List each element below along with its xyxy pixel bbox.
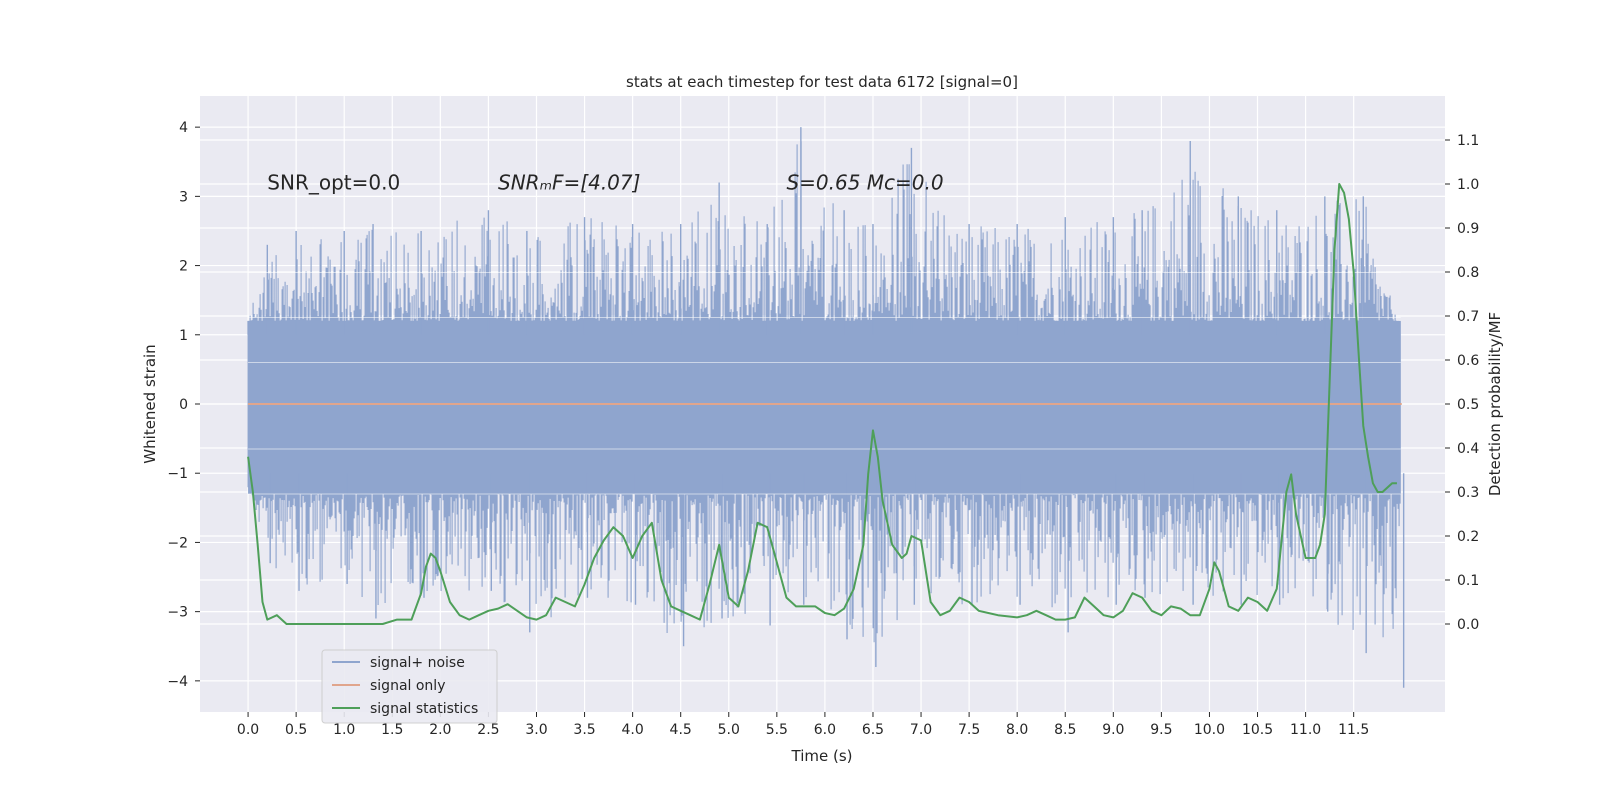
y-tick-label: −2 <box>167 535 188 551</box>
x-axis-label: Time (s) <box>791 747 853 765</box>
x-tick-label: 6.0 <box>814 722 836 738</box>
y2-tick-label: 0.6 <box>1457 353 1479 369</box>
y-tick-label: 4 <box>179 120 188 136</box>
legend-label-signal-only: signal only <box>370 678 445 694</box>
x-tick-label: 0.5 <box>285 722 307 738</box>
y2-tick-label: 0.0 <box>1457 617 1479 633</box>
y2-tick-label: 0.1 <box>1457 573 1479 589</box>
annotation-0: SNR_opt=0.0 <box>267 171 400 195</box>
x-tick-label: 4.0 <box>621 722 643 738</box>
annotation-1: SNRₘF=[4.07] <box>498 171 640 195</box>
x-tick-label: 1.0 <box>333 722 355 738</box>
y2-tick-label: 1.0 <box>1457 177 1479 193</box>
legend: signal+ noise signal only signal statist… <box>321 649 498 724</box>
y-tick-label: 3 <box>179 189 188 205</box>
series-layer <box>247 183 1402 625</box>
x-tick-label: 2.5 <box>477 722 499 738</box>
x-tick-label: 2.0 <box>429 722 451 738</box>
y-tick-label: 2 <box>179 259 188 275</box>
x-tick-label: 5.5 <box>766 722 788 738</box>
series-signal-statistics <box>247 183 1397 625</box>
annotations: SNR_opt=0.0 SNRₘF=[4.07] S=0.65 Mᴄ=0.0 <box>267 171 943 195</box>
x-tick-label: 9.0 <box>1102 722 1124 738</box>
y2-tick-label: 0.4 <box>1457 441 1479 457</box>
y-axis-right: 0.0 0.1 0.2 0.3 0.4 0.5 0.6 0.7 0.8 0.9 1.0 1.1 <box>1445 133 1479 633</box>
y-tick-label: 1 <box>179 328 188 344</box>
x-tick-label: 5.0 <box>718 722 740 738</box>
annotation-2: S=0.65 Mᴄ=0.0 <box>786 171 943 195</box>
y-tick-label: −3 <box>167 605 188 621</box>
chart-title: stats at each timestep for test data 617… <box>626 73 1018 91</box>
y2-tick-label: 0.8 <box>1457 265 1479 281</box>
x-tick-label: 0.0 <box>237 722 259 738</box>
y2-tick-label: 0.2 <box>1457 529 1479 545</box>
x-tick-label: 8.5 <box>1054 722 1076 738</box>
y-axis-label: Whitened strain <box>141 344 159 463</box>
x-tick-label: 10.0 <box>1194 722 1225 738</box>
x-tick-label: 11.5 <box>1338 722 1369 738</box>
legend-box <box>321 649 498 724</box>
y2-tick-label: 0.9 <box>1457 221 1479 237</box>
y-tick-label: 0 <box>179 397 188 413</box>
noise-layer <box>247 127 1405 688</box>
y2-tick-label: 1.1 <box>1457 133 1479 149</box>
x-tick-label: 7.5 <box>958 722 980 738</box>
y-tick-label: −1 <box>167 466 188 482</box>
x-tick-label: 6.5 <box>862 722 884 738</box>
x-tick-label: 1.5 <box>381 722 403 738</box>
y-axis-left: −4 −3 −2 −1 0 1 2 3 4 <box>167 120 200 690</box>
y2-tick-label: 0.5 <box>1457 397 1479 413</box>
x-tick-label: 3.0 <box>525 722 547 738</box>
x-tick-label: 4.5 <box>670 722 692 738</box>
y-tick-label: −4 <box>167 674 188 690</box>
x-tick-label: 7.0 <box>910 722 932 738</box>
legend-label-signal-statistics: signal statistics <box>370 701 478 717</box>
x-tick-label: 10.5 <box>1242 722 1273 738</box>
x-tick-label: 11.0 <box>1290 722 1321 738</box>
y2-axis-label: Detection probability/MF <box>1486 312 1504 496</box>
y2-tick-label: 0.3 <box>1457 485 1479 501</box>
x-tick-label: 8.0 <box>1006 722 1028 738</box>
legend-label-signal-noise: signal+ noise <box>370 655 465 671</box>
x-tick-label: 9.5 <box>1150 722 1172 738</box>
x-axis: 0.0 0.5 1.0 1.5 2.0 2.5 3.0 3.5 4.0 4.5 5.0 5.5 6.0 6… <box>237 712 1369 738</box>
x-tick-label: 3.5 <box>573 722 595 738</box>
y2-tick-label: 0.7 <box>1457 309 1479 325</box>
